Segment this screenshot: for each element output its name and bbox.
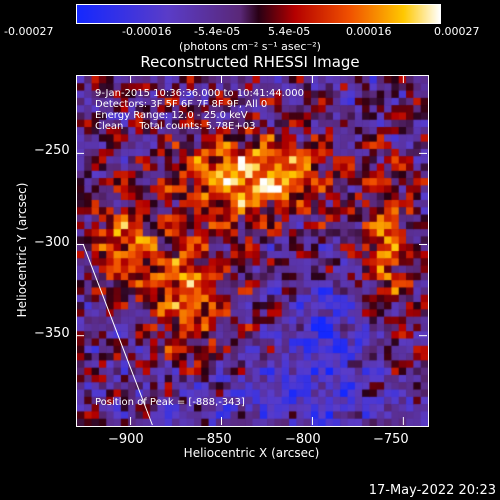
info-detectors: Detectors: 3F 5F 6F 7F 8F 9F, All 0 <box>95 99 268 110</box>
colorbar-tick: 0.00027 <box>434 25 480 38</box>
colorbar-tick: -0.00016 <box>122 25 172 38</box>
y-axis-label: Heliocentric Y (arcsec) <box>15 182 29 318</box>
info-energy: Energy Range: 12.0 - 25.0 keV <box>95 110 248 121</box>
colorbar-tick: -0.00027 <box>4 25 54 38</box>
x-axis-label: Heliocentric X (arcsec) <box>183 446 320 460</box>
chart-title: Reconstructed RHESSI Image <box>140 53 360 71</box>
y-tick-label: −300 <box>34 235 70 250</box>
colorbar-tick: -5.4e-05 <box>194 25 241 38</box>
colorbar <box>76 4 441 24</box>
y-tick-label: −250 <box>34 143 70 158</box>
footer-timestamp: 17-May-2022 20:23 <box>368 483 496 498</box>
x-tick-label: −850 <box>196 432 232 447</box>
peak-position: Position of Peak = [-888,-343] <box>95 397 245 408</box>
colorbar-ticks: -0.00027 -0.00016 -5.4e-05 5.4e-05 0.000… <box>0 25 500 39</box>
colorbar-tick: 0.00016 <box>346 25 392 38</box>
x-tick-label: −750 <box>373 432 409 447</box>
info-time: 9-Jan-2015 10:36:36.000 to 10:41:44.000 <box>95 88 304 99</box>
image-plot-area <box>76 75 429 427</box>
colorbar-units: (photons cm⁻² s⁻¹ asec⁻²) <box>179 40 321 53</box>
x-tick-label: −800 <box>285 432 321 447</box>
y-tick-label: −350 <box>34 326 70 341</box>
solar-limb-line <box>82 244 153 426</box>
heatmap-canvas <box>77 76 428 426</box>
colorbar-tick: 5.4e-05 <box>268 25 311 38</box>
x-tick-label: −900 <box>108 432 144 447</box>
info-clean: Clean Total counts: 5.78E+03 <box>95 121 256 132</box>
